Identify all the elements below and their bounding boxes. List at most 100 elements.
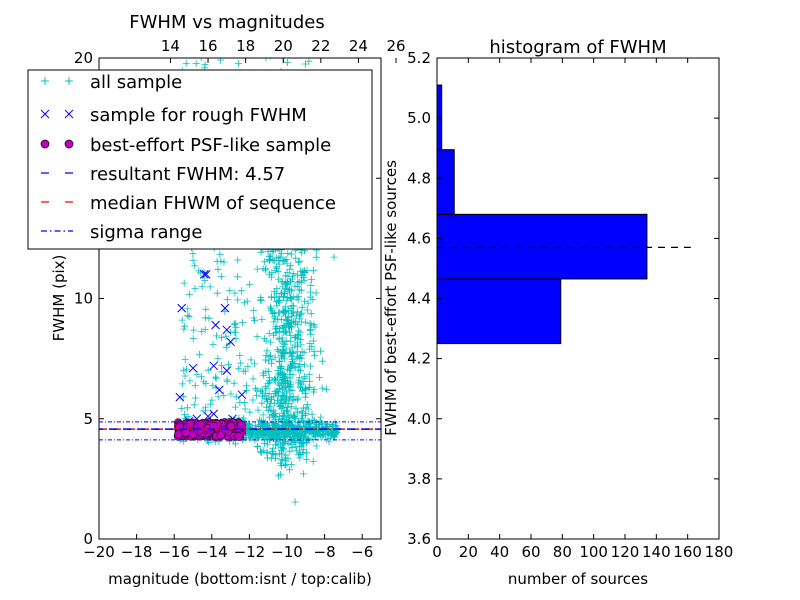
all-sample-point — [297, 451, 305, 458]
all-sample-point — [317, 413, 325, 421]
all-sample-point — [184, 305, 192, 313]
all-sample-point — [279, 258, 287, 265]
all-sample-point — [310, 267, 317, 274]
all-sample-point — [237, 287, 245, 295]
all-sample-point — [317, 432, 325, 440]
all-sample-point — [276, 471, 284, 479]
all-sample-point — [322, 385, 330, 393]
all-sample-point — [301, 297, 309, 305]
all-sample-point — [263, 384, 271, 392]
all-sample-point — [239, 319, 246, 327]
all-sample-point — [274, 346, 281, 354]
all-sample-point — [266, 413, 274, 421]
all-sample-point — [287, 331, 295, 339]
all-sample-point — [303, 455, 310, 463]
legend-label: sample for rough FWHM — [90, 105, 307, 126]
all-sample-point — [180, 279, 188, 287]
rough-sample-point — [226, 337, 235, 347]
all-sample-point — [318, 384, 326, 392]
x-tick-label: −20 — [83, 543, 115, 561]
all-sample-point — [271, 315, 279, 322]
all-sample-point — [222, 343, 230, 351]
all-sample-point — [265, 377, 273, 385]
all-sample-point — [298, 249, 306, 257]
rough-sample-point — [209, 409, 219, 419]
all-sample-point — [307, 326, 314, 334]
all-sample-point — [223, 376, 231, 384]
all-sample-point — [311, 323, 319, 331]
all-sample-point — [226, 287, 234, 295]
all-sample-point — [288, 358, 296, 366]
all-sample-point — [274, 316, 282, 324]
all-sample-point — [285, 367, 293, 375]
rough-sample-series — [175, 270, 247, 426]
all-sample-point — [181, 355, 189, 363]
all-sample-point — [299, 470, 307, 478]
all-sample-point — [185, 290, 193, 298]
all-sample-point — [272, 423, 279, 431]
all-sample-point — [300, 433, 308, 441]
rough-sample-point — [209, 361, 219, 371]
all-sample-point — [305, 377, 313, 385]
all-sample-point — [279, 350, 287, 358]
all-sample-point — [323, 430, 331, 438]
all-sample-point — [199, 407, 207, 415]
all-sample-point — [191, 394, 199, 402]
all-sample-point — [275, 275, 283, 283]
top-x-tick-label: 20 — [274, 37, 293, 55]
all-sample-point — [296, 367, 304, 375]
all-sample-point — [306, 345, 313, 353]
all-sample-point — [253, 265, 261, 273]
all-sample-point — [286, 374, 294, 382]
all-sample-point — [258, 431, 266, 439]
all-sample-point — [300, 404, 308, 412]
all-sample-point — [294, 408, 302, 416]
all-sample-point — [289, 433, 297, 441]
all-sample-point — [266, 402, 273, 410]
scatter-legend: all sample sample for rough FWHM best-ef… — [27, 69, 373, 250]
all-sample-point — [272, 451, 280, 459]
all-sample-point — [280, 341, 288, 349]
all-sample-point — [298, 439, 306, 447]
all-sample-point — [201, 326, 209, 334]
all-sample-point — [289, 270, 297, 278]
all-sample-point — [290, 412, 298, 420]
all-sample-point — [267, 305, 275, 313]
all-sample-point — [306, 293, 314, 301]
all-sample-point — [201, 314, 209, 322]
all-sample-point — [178, 404, 186, 412]
all-sample-point — [297, 415, 305, 423]
all-sample-point — [292, 404, 300, 412]
all-sample-point — [258, 399, 266, 407]
all-sample-point — [307, 281, 315, 289]
all-sample-point — [195, 350, 203, 358]
all-sample-point — [284, 411, 292, 419]
all-sample-point — [227, 328, 235, 336]
y-tick-label: 5.2 — [407, 49, 431, 67]
all-sample-point — [295, 374, 303, 382]
x-tick-label: 160 — [673, 543, 702, 561]
all-sample-point — [201, 277, 209, 285]
all-sample-point — [242, 367, 250, 375]
all-sample-point — [301, 374, 309, 382]
rough-sample-point — [222, 325, 232, 335]
all-sample-point — [277, 289, 285, 297]
rough-sample-point — [237, 390, 247, 400]
histogram-panel: 0 20 40 60 80 100 120 140 160 180 3.6 3.8 4.0 4.2 4.4 4… — [382, 37, 733, 588]
all-sample-point — [208, 396, 216, 404]
all-sample-point — [282, 308, 290, 316]
all-sample-point — [261, 258, 269, 266]
all-sample-point — [330, 432, 338, 440]
all-sample-point — [291, 413, 299, 421]
all-sample-point — [295, 327, 302, 335]
all-sample-point — [261, 439, 268, 447]
all-sample-point — [284, 454, 292, 462]
x-tick-label: 80 — [553, 543, 572, 561]
scatter-ticks: −20−18−16−14−12−10−8−6051015201416182022… — [74, 37, 406, 561]
all-sample-point — [270, 376, 278, 384]
all-sample-point — [305, 384, 313, 391]
all-sample-point — [270, 331, 278, 339]
all-sample-point — [273, 433, 281, 441]
all-sample-point — [217, 272, 225, 280]
all-sample-point — [287, 363, 295, 371]
